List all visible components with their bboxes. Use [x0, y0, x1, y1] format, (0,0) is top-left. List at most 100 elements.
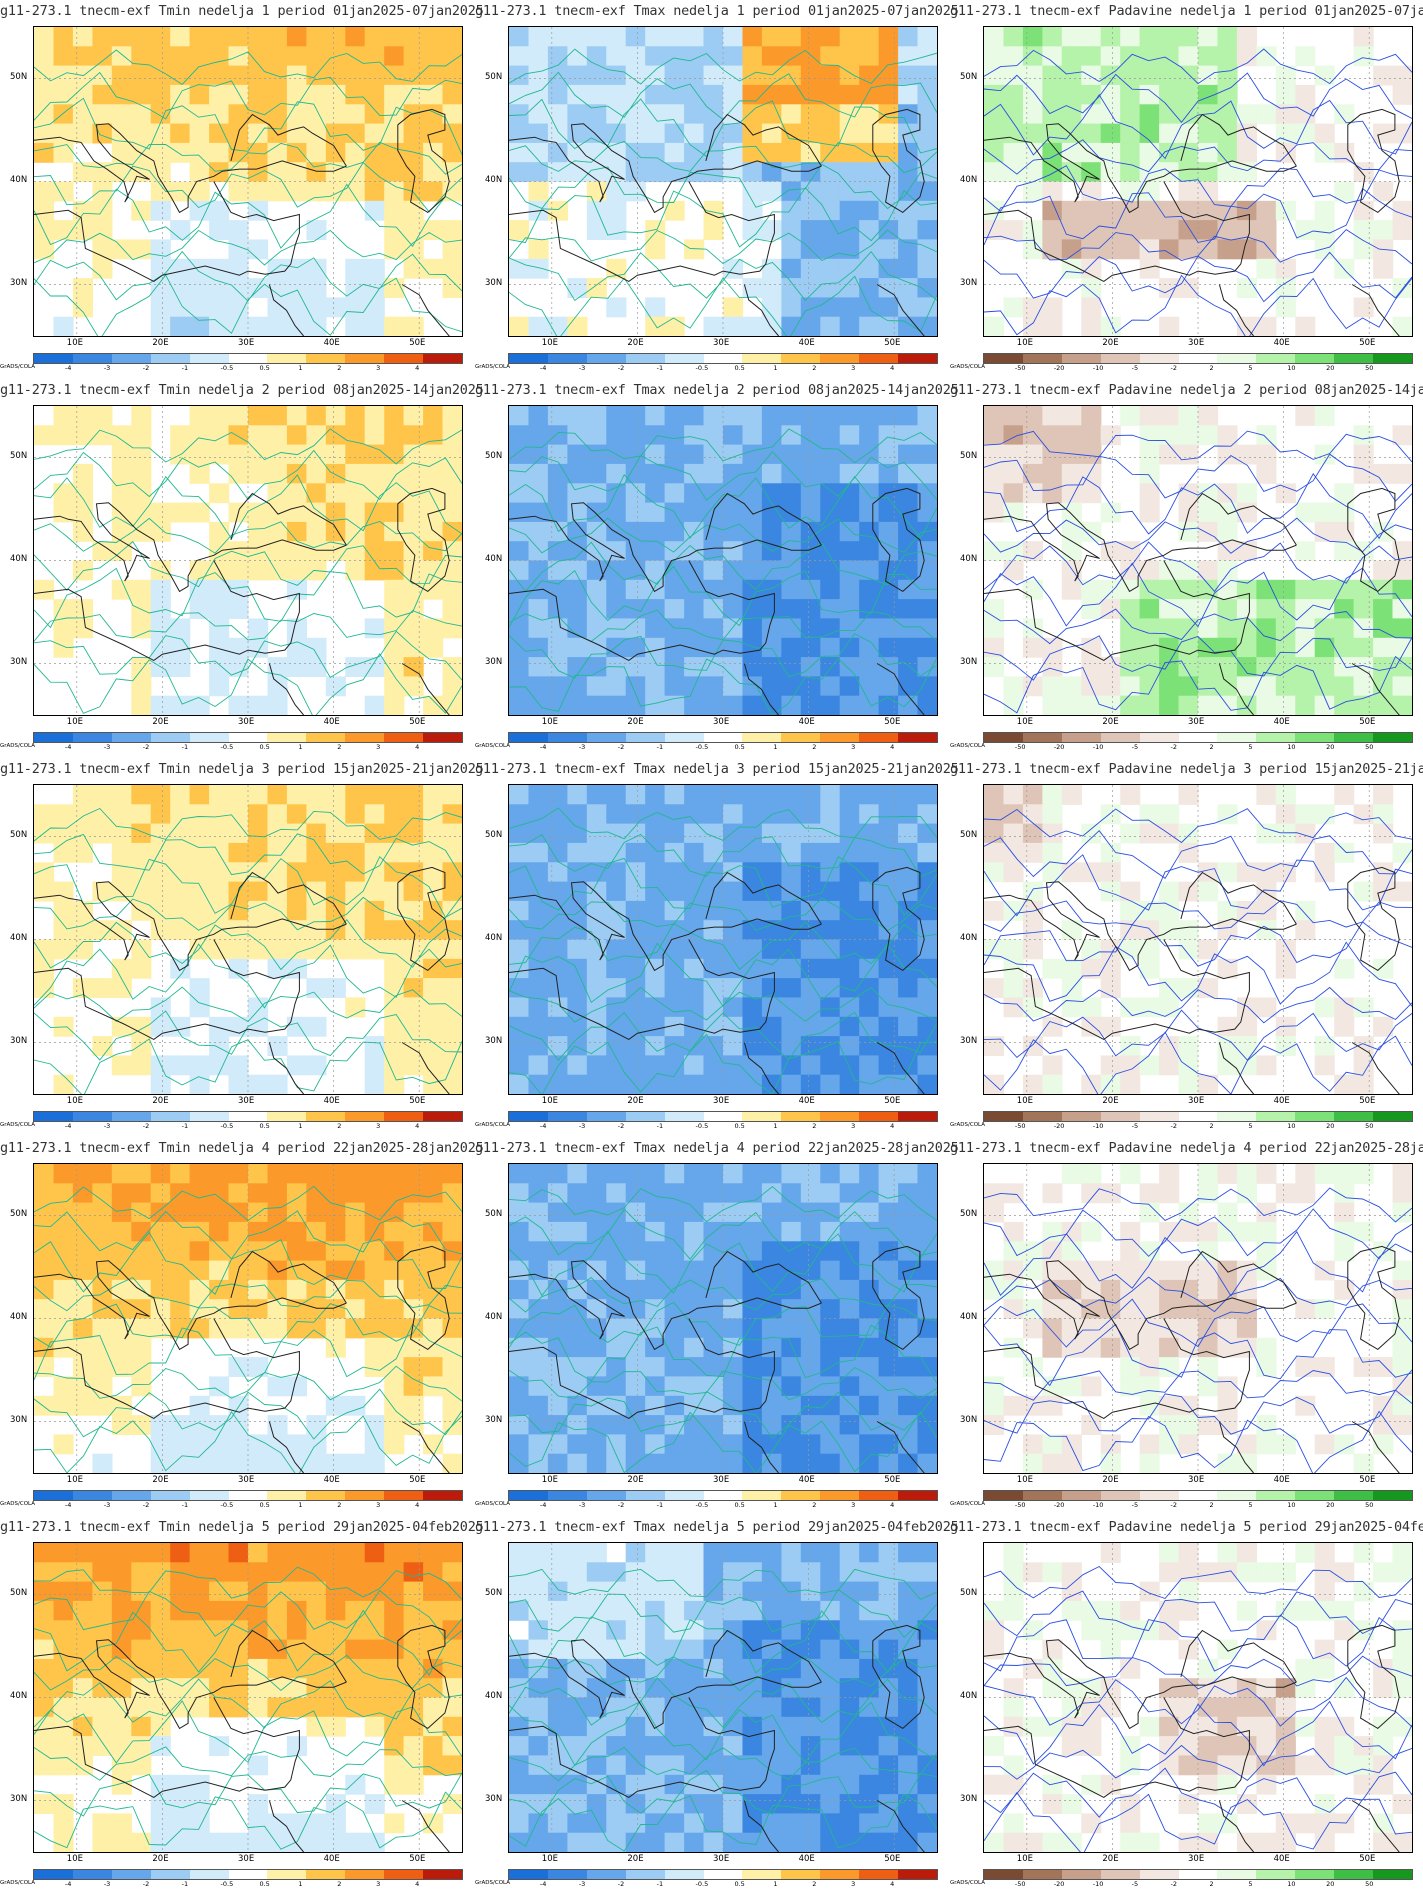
colorbar-label: 1 [773, 364, 778, 372]
field-cell [1120, 785, 1141, 805]
field-cell [267, 463, 288, 484]
field-cell [723, 1581, 744, 1602]
field-cell [111, 785, 132, 805]
map-svg [34, 27, 462, 336]
field-cell [800, 637, 821, 658]
field-cell [403, 1036, 424, 1056]
field-cell [1392, 1202, 1412, 1223]
field-cell [1392, 1395, 1412, 1416]
field-cell [509, 1543, 530, 1563]
field-cell [306, 862, 327, 883]
field-cell [209, 676, 230, 697]
field-cell [150, 297, 171, 318]
colorbar-swatch [859, 354, 899, 363]
field-cell [442, 1600, 462, 1621]
lon-tick-label: 50E [409, 1475, 426, 1485]
field-cell [325, 939, 346, 960]
field-cell [1353, 46, 1374, 67]
field-cell [684, 1736, 705, 1756]
field-cell [761, 278, 782, 298]
field-cell [1217, 444, 1238, 465]
colorbar-swatch [384, 354, 424, 363]
colorbar-label: 10 [1287, 1501, 1296, 1509]
field-cell [703, 1164, 724, 1184]
field-cell [228, 463, 249, 484]
contour-line [34, 1772, 462, 1817]
field-cell [586, 1453, 607, 1473]
field-cell [267, 823, 288, 844]
field-cell [1392, 676, 1412, 697]
contour-line [34, 97, 462, 155]
field-cell [384, 785, 405, 805]
field-cell [878, 1453, 899, 1473]
field-cell [286, 46, 307, 67]
field-cell [917, 1678, 937, 1699]
field-cell [1275, 104, 1296, 125]
field-cell [1353, 1774, 1374, 1795]
contour-line [34, 896, 462, 934]
field-cell [1256, 997, 1277, 1018]
field-cell [1159, 84, 1180, 105]
contour-line [984, 1565, 1412, 1600]
field-cell [1042, 862, 1063, 883]
field-cell [306, 123, 327, 144]
field-cell [1100, 162, 1121, 183]
field-cell [839, 560, 860, 581]
field-cell [1217, 483, 1238, 504]
coastline [743, 1042, 779, 1094]
field-cell [839, 997, 860, 1018]
field-cell [228, 181, 249, 202]
field-cell [761, 46, 782, 67]
colorbar-swatch [228, 354, 268, 363]
field-cell [1373, 220, 1394, 240]
field-cell [742, 900, 763, 921]
field-cell [150, 1016, 171, 1037]
field-cell [423, 1543, 444, 1563]
field-cell [528, 1832, 549, 1852]
lon-tick-label: 30E [238, 717, 255, 727]
field-cell [1139, 599, 1160, 619]
contour-line [509, 855, 937, 917]
field-cell [384, 997, 405, 1018]
field-cell [878, 84, 899, 105]
field-cell [586, 881, 607, 902]
field-cell [761, 978, 782, 998]
field-cell [111, 1337, 132, 1358]
field-cell [345, 1183, 366, 1204]
field-cell [111, 1716, 132, 1737]
field-cell [1256, 258, 1277, 279]
field-cell [1081, 1016, 1102, 1037]
field-cell [34, 1299, 55, 1320]
colorbar-swatch [1100, 1491, 1140, 1500]
field-cell [189, 785, 210, 805]
field-cell [528, 1318, 549, 1339]
field-cell [72, 406, 93, 426]
field-cell [384, 27, 405, 47]
field-cell [839, 297, 860, 318]
map-plot-area [508, 26, 938, 337]
field-cell [1198, 162, 1219, 183]
field-cell [645, 521, 666, 542]
field-cell [839, 1678, 860, 1699]
field-cell [800, 1794, 821, 1814]
field-cell [170, 1620, 191, 1641]
field-cell [917, 1543, 937, 1563]
field-cell [723, 1318, 744, 1339]
field-cell [1100, 316, 1121, 336]
field-cell [384, 842, 405, 863]
colorbar-label: -50 [1014, 364, 1026, 372]
field-cell [1061, 483, 1082, 504]
colorbar-swatch [664, 1491, 704, 1500]
lon-tick-label: 50E [884, 1096, 901, 1106]
field-cell [1275, 1678, 1296, 1699]
field-cell [528, 1794, 549, 1814]
field-cell [209, 1620, 230, 1641]
field-cell [403, 1395, 424, 1416]
field-cell [664, 1639, 685, 1660]
field-cell [1353, 425, 1374, 446]
field-cell [442, 1543, 462, 1563]
field-cell [1081, 1716, 1102, 1737]
field-cell [131, 579, 152, 600]
field-cell [625, 1620, 646, 1641]
colorbar-swatch [1022, 1112, 1062, 1121]
